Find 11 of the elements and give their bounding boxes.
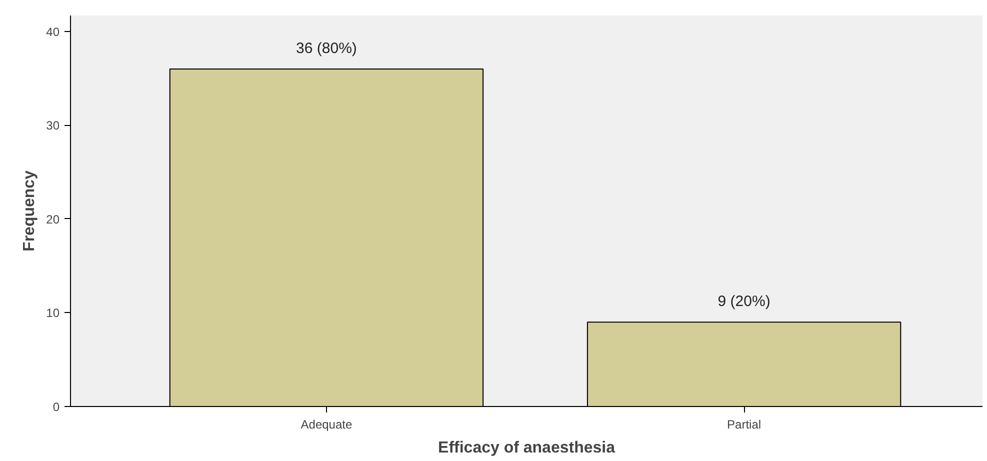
- x-tick-label: Adequate: [300, 418, 352, 432]
- x-tick-label: Partial: [727, 418, 762, 432]
- y-tick-label: 20: [46, 212, 60, 226]
- data-label: 9 (20%): [718, 293, 770, 310]
- x-axis-title: Efficacy of anaesthesia: [438, 440, 616, 456]
- y-tick-label: 30: [46, 118, 60, 133]
- y-tick-label: 40: [46, 24, 60, 39]
- y-axis-title: Frequency: [21, 170, 38, 252]
- y-tick-label: 0: [52, 400, 60, 414]
- data-label: 36 (80%): [296, 40, 357, 57]
- y-tick-label: 10: [46, 306, 60, 320]
